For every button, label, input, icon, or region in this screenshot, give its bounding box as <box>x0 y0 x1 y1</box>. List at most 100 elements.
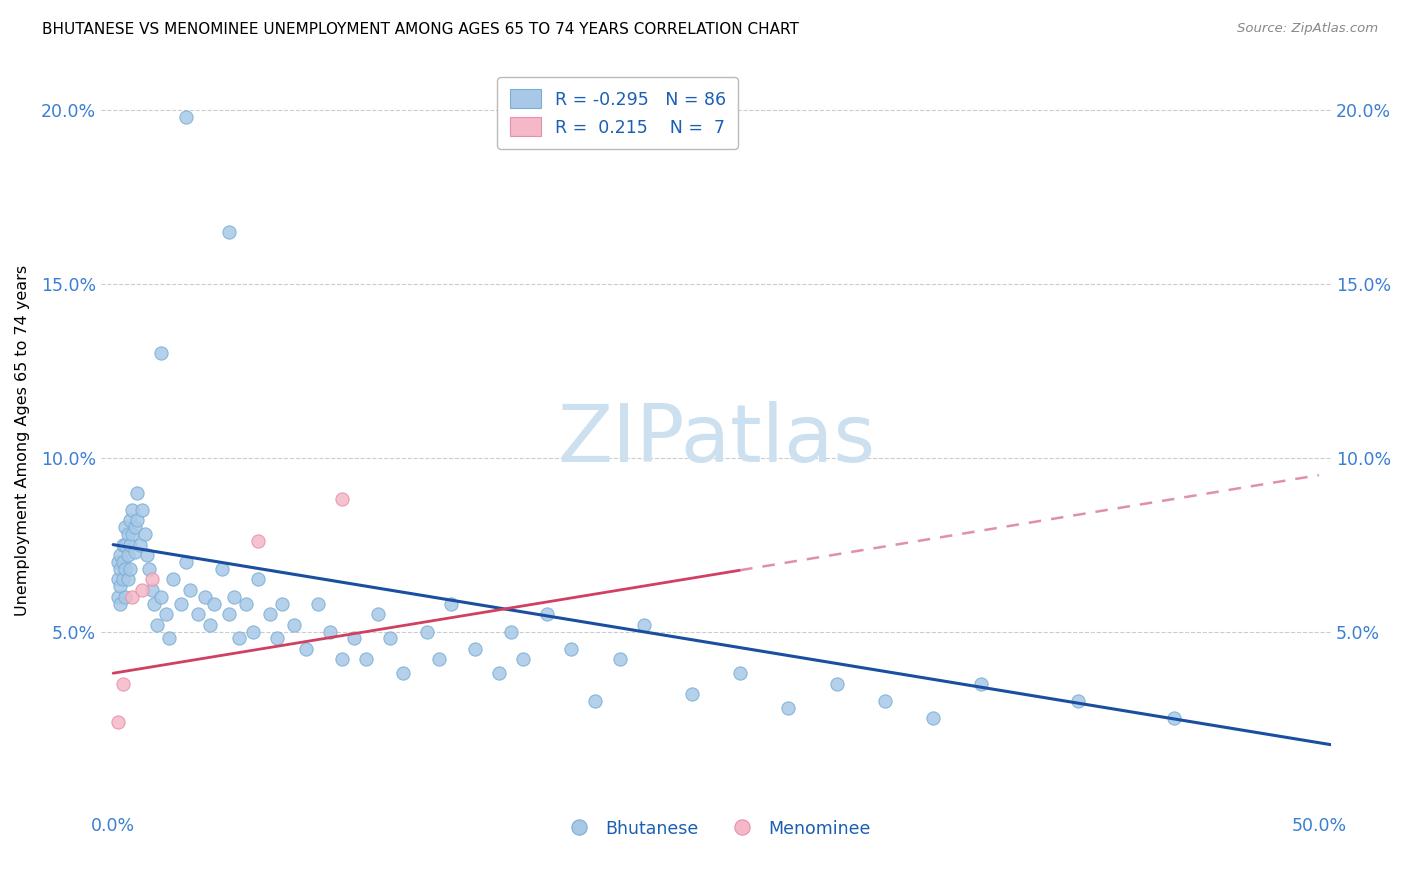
Point <box>825 676 848 690</box>
Point <box>107 555 129 569</box>
Point <box>155 607 177 621</box>
Point <box>143 597 166 611</box>
Point <box>1067 694 1090 708</box>
Point <box>681 687 703 701</box>
Point <box>440 597 463 611</box>
Point <box>118 513 141 527</box>
Point <box>218 225 240 239</box>
Point <box>970 676 993 690</box>
Point <box>138 562 160 576</box>
Point <box>162 573 184 587</box>
Legend: Bhutanese, Menominee: Bhutanese, Menominee <box>555 813 877 845</box>
Point <box>127 485 149 500</box>
Point <box>187 607 209 621</box>
Point <box>427 652 450 666</box>
Point <box>380 632 402 646</box>
Point <box>228 632 250 646</box>
Point <box>128 538 150 552</box>
Point <box>145 617 167 632</box>
Point <box>111 676 134 690</box>
Point <box>150 346 173 360</box>
Y-axis label: Unemployment Among Ages 65 to 74 years: Unemployment Among Ages 65 to 74 years <box>15 265 30 616</box>
Point <box>121 503 143 517</box>
Point <box>131 503 153 517</box>
Point <box>107 714 129 729</box>
Point <box>512 652 534 666</box>
Point <box>194 590 217 604</box>
Point <box>141 582 163 597</box>
Point <box>211 562 233 576</box>
Point <box>179 582 201 597</box>
Point <box>117 573 139 587</box>
Point <box>633 617 655 632</box>
Point <box>367 607 389 621</box>
Point <box>560 641 582 656</box>
Point <box>283 617 305 632</box>
Point <box>242 624 264 639</box>
Point <box>319 624 342 639</box>
Point <box>464 641 486 656</box>
Point <box>114 520 136 534</box>
Point <box>141 573 163 587</box>
Point <box>609 652 631 666</box>
Point <box>111 573 134 587</box>
Point <box>198 617 221 632</box>
Point <box>107 590 129 604</box>
Point <box>110 562 132 576</box>
Text: ZIPatlas: ZIPatlas <box>557 401 875 479</box>
Point <box>873 694 896 708</box>
Point <box>107 573 129 587</box>
Point <box>235 597 257 611</box>
Point <box>295 641 318 656</box>
Point <box>114 590 136 604</box>
Point <box>110 548 132 562</box>
Point <box>131 582 153 597</box>
Text: Source: ZipAtlas.com: Source: ZipAtlas.com <box>1237 22 1378 36</box>
Point <box>111 538 134 552</box>
Point <box>174 110 197 124</box>
Point <box>117 527 139 541</box>
Point <box>114 562 136 576</box>
Point <box>271 597 294 611</box>
Point <box>499 624 522 639</box>
Point <box>174 555 197 569</box>
Point <box>585 694 607 708</box>
Point <box>110 597 132 611</box>
Point <box>266 632 288 646</box>
Point <box>124 544 146 558</box>
Point <box>204 597 226 611</box>
Point <box>1163 711 1185 725</box>
Point <box>488 666 510 681</box>
Text: BHUTANESE VS MENOMINEE UNEMPLOYMENT AMONG AGES 65 TO 74 YEARS CORRELATION CHART: BHUTANESE VS MENOMINEE UNEMPLOYMENT AMON… <box>42 22 799 37</box>
Point <box>536 607 558 621</box>
Point <box>135 548 157 562</box>
Point <box>134 527 156 541</box>
Point <box>330 652 353 666</box>
Point <box>259 607 281 621</box>
Point <box>330 492 353 507</box>
Point <box>728 666 751 681</box>
Point <box>110 579 132 593</box>
Point <box>117 548 139 562</box>
Point <box>150 590 173 604</box>
Point <box>111 555 134 569</box>
Point <box>170 597 193 611</box>
Point <box>307 597 329 611</box>
Point <box>218 607 240 621</box>
Point <box>124 520 146 534</box>
Point <box>121 590 143 604</box>
Point <box>118 562 141 576</box>
Point <box>246 534 269 549</box>
Point <box>127 513 149 527</box>
Point <box>114 538 136 552</box>
Point <box>246 573 269 587</box>
Point <box>343 632 366 646</box>
Point <box>157 632 180 646</box>
Point <box>778 701 800 715</box>
Point <box>118 538 141 552</box>
Point <box>391 666 413 681</box>
Point <box>121 527 143 541</box>
Point <box>415 624 437 639</box>
Point <box>222 590 245 604</box>
Point <box>356 652 378 666</box>
